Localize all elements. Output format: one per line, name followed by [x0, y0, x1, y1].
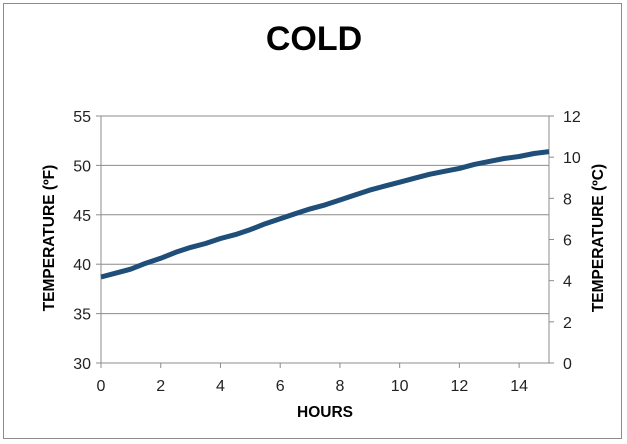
x-tick-label: 12: [451, 378, 469, 395]
chart-title: COLD: [266, 20, 362, 58]
y2-tick-label: 12: [563, 109, 581, 126]
gridlines: [101, 115, 549, 364]
x-axis-ticks: 0 2 4 6 8 10 12 14: [97, 363, 528, 395]
x-axis-label: HOURS: [297, 404, 353, 421]
y-tick-label: 30: [73, 356, 91, 373]
y2-tick-label: 6: [563, 233, 572, 250]
x-tick-label: 14: [510, 378, 528, 395]
y-tick-label: 40: [73, 257, 91, 274]
x-tick-label: 10: [391, 378, 409, 395]
y2-tick-label: 0: [563, 356, 572, 373]
series: [100, 149, 550, 280]
y-axis-label: TEMPERATURE (ºF): [41, 165, 58, 312]
y2-tick-label: 4: [563, 274, 572, 291]
x-tick-label: 6: [276, 378, 285, 395]
y2-tick-label: 10: [563, 150, 581, 167]
x-tick-label: 4: [216, 378, 225, 395]
secondary-y-axis-label: TEMPERATURE (ºC): [590, 164, 607, 312]
y-axis-ticks: 30 35 40 45 50 55: [73, 109, 101, 373]
axes: [100, 116, 550, 364]
x-tick-label: 2: [156, 378, 165, 395]
y2-tick-label: 8: [563, 191, 572, 208]
y-tick-label: 45: [73, 208, 91, 225]
secondary-y-axis-ticks: 0 2 4 6 8 10 12: [549, 109, 581, 373]
series-line: [100, 149, 550, 280]
y2-tick-label: 2: [563, 315, 572, 332]
x-tick-label: 0: [97, 378, 106, 395]
y-tick-label: 55: [73, 109, 91, 126]
x-tick-label: 8: [335, 378, 344, 395]
y-tick-label: 35: [73, 307, 91, 324]
y-tick-label: 50: [73, 158, 91, 175]
